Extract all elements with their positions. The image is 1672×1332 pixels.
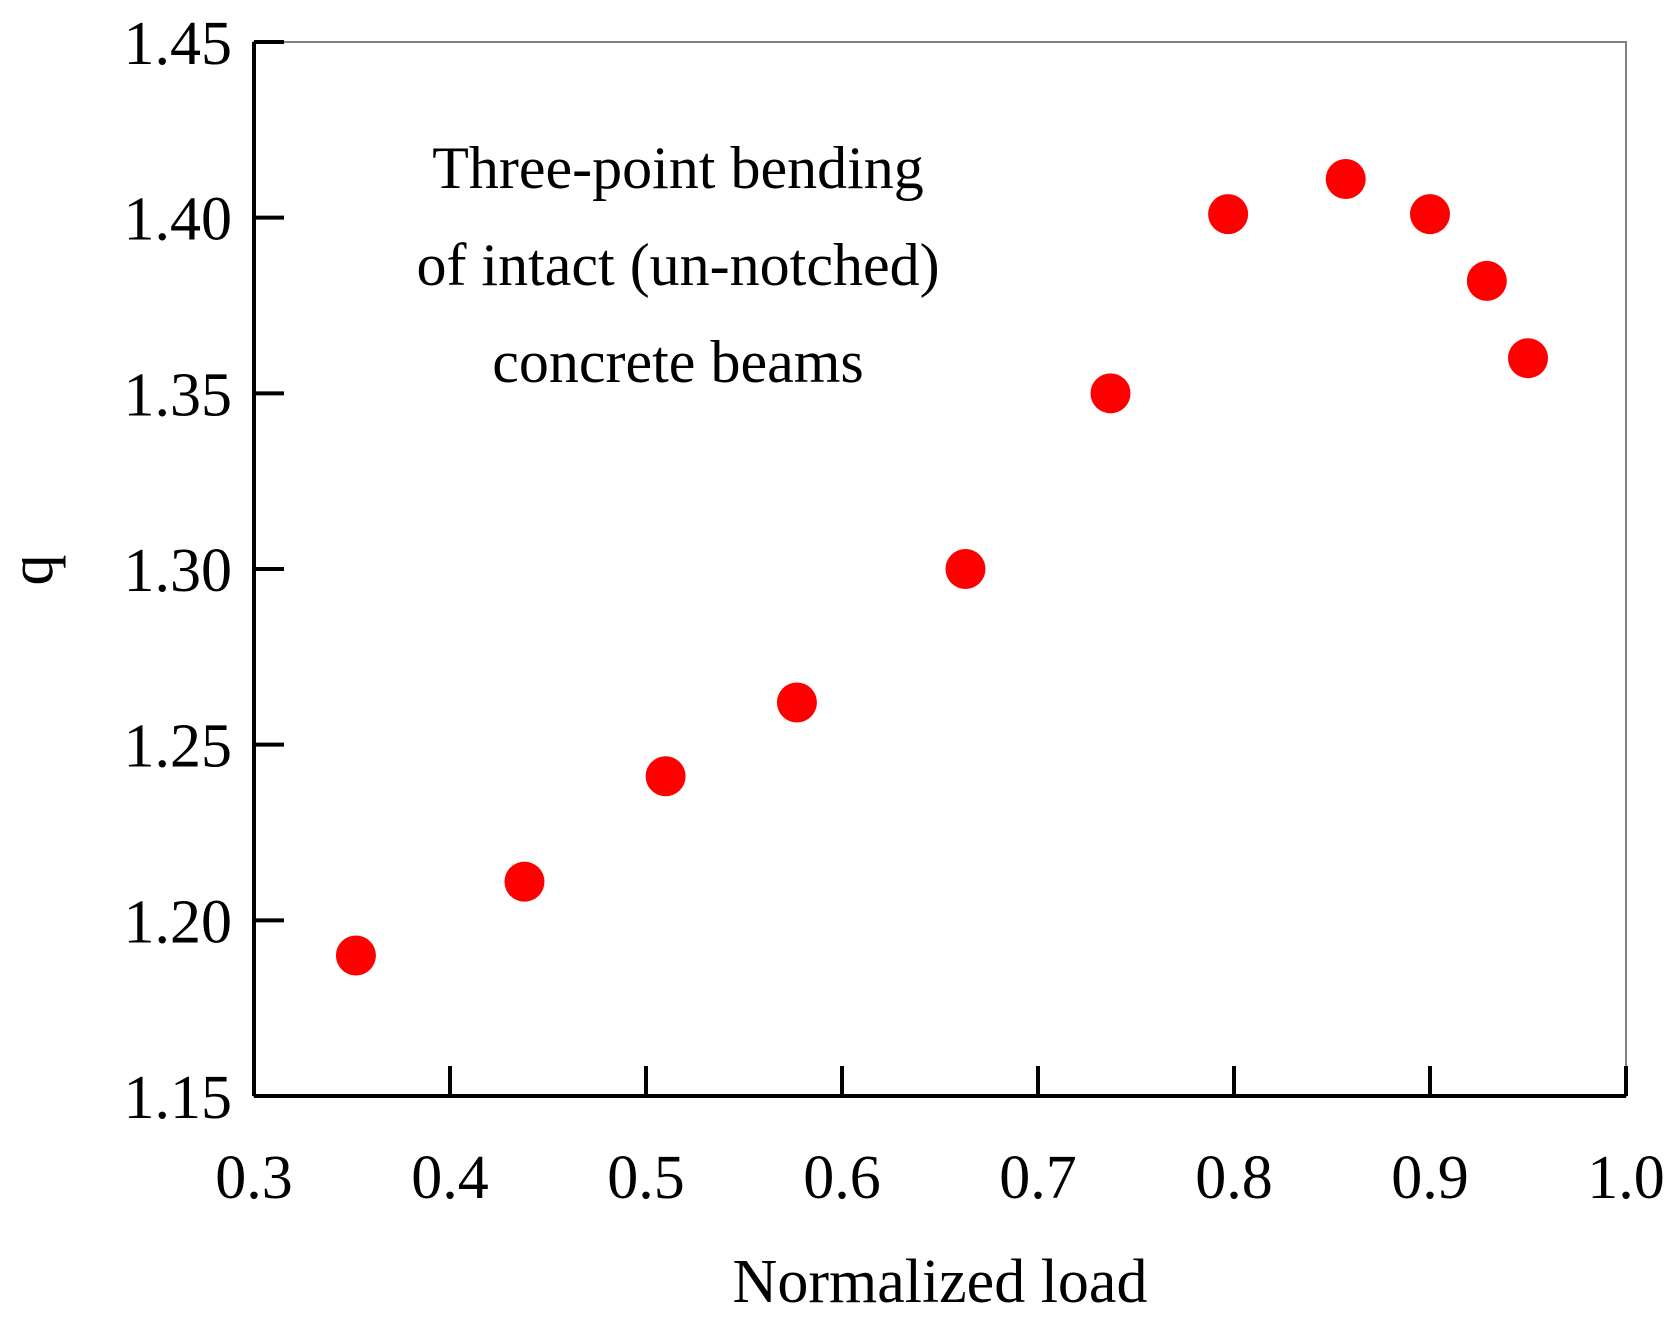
x-axis-title: Normalized load [733, 1248, 1148, 1316]
y-tick-label: 1.30 [124, 537, 233, 605]
y-tick-label: 1.40 [124, 186, 233, 254]
x-tick-label: 0.8 [1195, 1144, 1273, 1212]
data-point [1208, 194, 1249, 235]
data-point [1325, 159, 1366, 200]
x-tick-label: 0.5 [607, 1144, 685, 1212]
annotation-line-2: of intact (un-notched) [416, 232, 939, 298]
data-point [335, 935, 376, 976]
data-point [776, 682, 817, 723]
y-tick-label: 1.35 [124, 361, 233, 429]
data-point [645, 756, 686, 797]
data-point [1090, 373, 1131, 414]
x-tick-label: 0.3 [215, 1144, 293, 1212]
data-points [335, 159, 1548, 976]
y-tick-label: 1.20 [124, 888, 233, 956]
data-point [1508, 338, 1548, 379]
data-point [504, 861, 545, 902]
y-axis-ticks: 1.15 1.20 1.25 1.30 1.35 1.40 1.45 [124, 10, 284, 1132]
annotation-line-1: Three-point bending [432, 135, 924, 201]
y-tick-label: 1.45 [124, 10, 233, 78]
data-point [1466, 260, 1507, 301]
y-tick-label: 1.25 [124, 713, 233, 781]
data-point [945, 549, 986, 589]
annotation-line-3: concrete beams [492, 329, 863, 395]
x-tick-label: 0.6 [803, 1144, 881, 1212]
x-axis-ticks: 0.3 0.4 0.5 0.6 0.7 0.8 0.9 1.0 [215, 1066, 1665, 1212]
data-point [1410, 194, 1450, 235]
x-tick-label: 0.7 [999, 1144, 1077, 1212]
x-tick-label: 0.4 [411, 1144, 489, 1212]
x-tick-label: 0.9 [1391, 1144, 1469, 1212]
x-tick-label: 1.0 [1587, 1144, 1665, 1212]
y-axis-title: q [0, 555, 66, 586]
annotation-block: Three-point bending of intact (un-notche… [416, 135, 939, 395]
y-tick-label: 1.15 [124, 1064, 233, 1132]
